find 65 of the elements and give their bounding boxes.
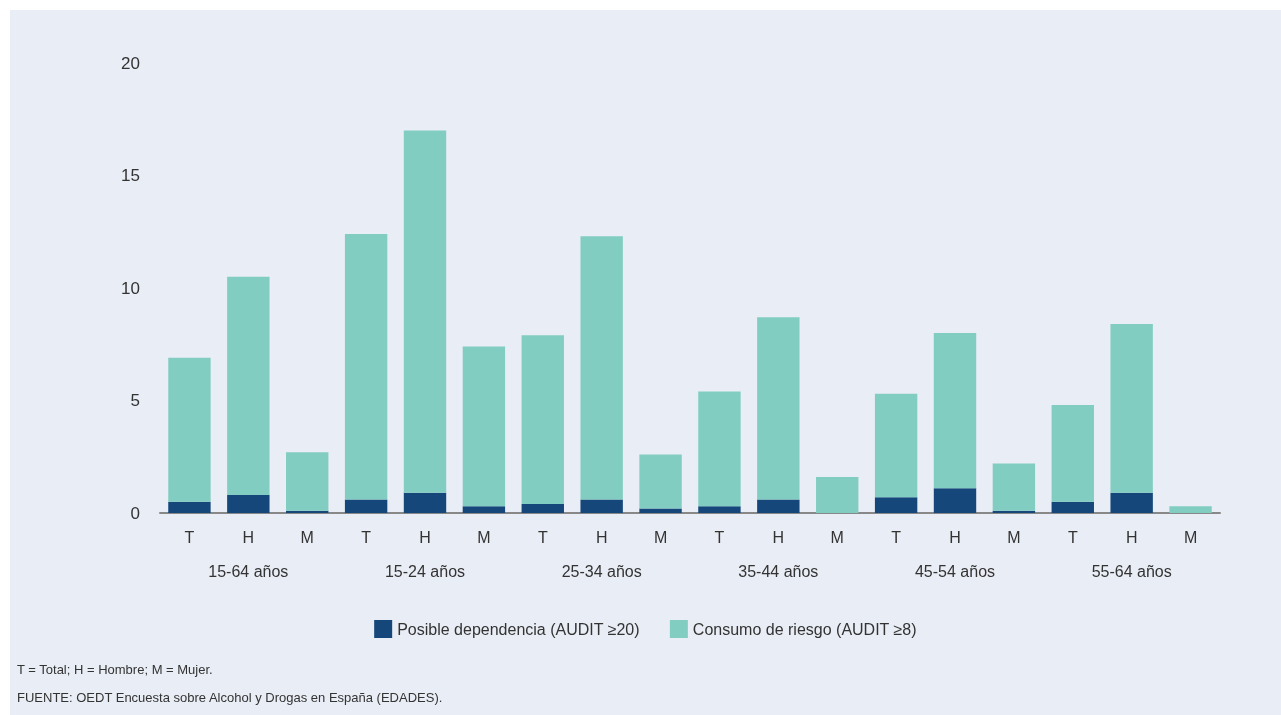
bar [168,357,211,502]
bar [1051,501,1094,513]
x-tick-label: M [300,528,314,546]
bar [816,477,859,513]
legend-label: Consumo de riesgo (AUDIT ≥8) [692,620,917,638]
x-tick-label: H [595,528,608,546]
bar [227,276,270,495]
x-tick-label: T [184,528,195,546]
source-note: FUENTE: OEDT Encuesta sobre Alcohol y Drogas en España (EDADES). [17,690,443,705]
bar [639,454,682,509]
text: 45-54 años [914,562,996,580]
x-tick-label: T [1067,528,1078,546]
text: 55-64 años [1091,562,1172,580]
x-tick-label: H [772,528,785,546]
bar [462,506,506,513]
bar [933,488,977,513]
bar [698,506,741,513]
text: 15-64 años [208,562,289,580]
y-tick-label: 15 [121,166,140,185]
x-tick-label: M [830,528,844,546]
y-tick-label: 0 [130,503,140,523]
x-tick-label: T [361,528,372,546]
bar [1169,506,1212,513]
bar [757,499,800,513]
x-tick-label: H [419,528,431,546]
bar [874,497,918,513]
y-tick-label: 10 [121,278,140,298]
bar [639,508,682,513]
bar [757,317,800,500]
bar [1110,324,1153,493]
x-tick-label: T [714,528,725,546]
x-tick-label: M [477,528,491,546]
bar [521,335,564,504]
x-tick-label: M [653,528,668,546]
bar [168,501,211,513]
x-tick-label: T [537,528,548,546]
bar [933,333,977,489]
x-tick-label: H [1125,528,1138,546]
bar [1110,492,1153,513]
text: 25-34 años [561,562,642,580]
text: 15-24 años [384,562,466,580]
y-tick-label: 20 [121,53,140,73]
bar [344,499,388,513]
bar [1051,405,1094,502]
bar [403,130,447,493]
bar [227,495,270,513]
text: T = Total; H = Hombre; M = Mujer. [17,662,213,677]
bar [580,499,623,513]
bar [344,234,388,500]
bar [698,391,741,507]
bar [462,346,506,507]
x-tick-label: H [242,528,255,546]
x-tick-label: H [949,528,961,546]
bar [286,452,329,511]
legend-label: Posible dependencia (AUDIT ≥20) [397,620,640,638]
bar [521,504,564,513]
bar [580,236,623,500]
y-tick-label: 5 [130,391,140,410]
bar [874,393,918,498]
bar [992,463,1036,511]
x-tick-label: T [891,528,902,546]
x-tick-label: M [1183,528,1198,546]
bar [403,492,447,513]
x-tick-label: M [1007,528,1021,546]
text: 35-44 años [738,562,819,580]
